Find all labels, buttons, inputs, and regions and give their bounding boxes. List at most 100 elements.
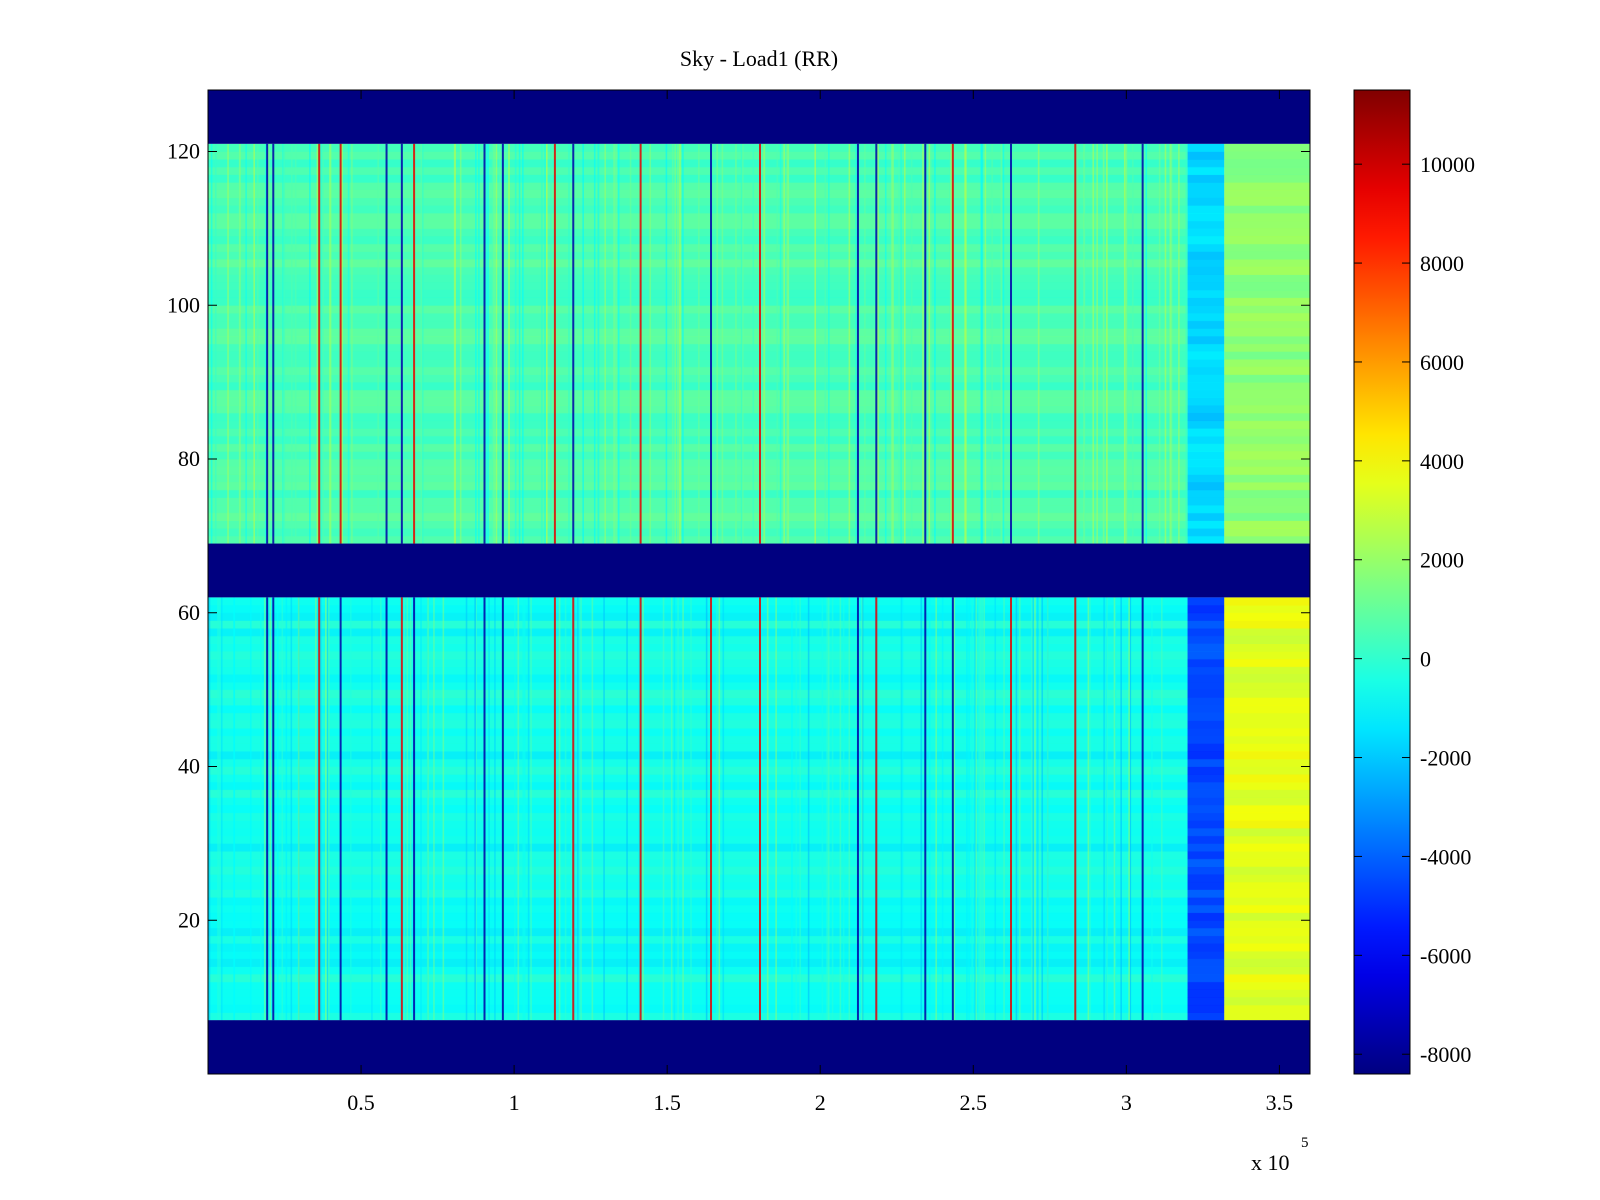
heatmap-streak bbox=[215, 144, 217, 544]
heatmap-streak bbox=[877, 144, 879, 544]
heatmap-streak bbox=[615, 144, 617, 544]
heatmap-streak bbox=[377, 144, 379, 544]
heatmap-row-cell bbox=[208, 382, 1188, 390]
heatmap-row-cell bbox=[1224, 982, 1310, 990]
heatmap-streak bbox=[783, 144, 785, 544]
heatmap-spike bbox=[1010, 597, 1012, 1020]
heatmap-row-cell bbox=[1224, 713, 1310, 721]
heatmap-streak bbox=[930, 144, 932, 544]
heatmap-streak bbox=[849, 597, 851, 1020]
heatmap-streak bbox=[217, 597, 219, 1020]
heatmap-streak bbox=[722, 144, 724, 544]
heatmap-row-cell bbox=[1188, 1013, 1225, 1021]
heatmap-row-cell bbox=[1224, 874, 1310, 882]
heatmap-row-cell bbox=[1224, 251, 1310, 259]
heatmap-row-cell bbox=[1224, 290, 1310, 298]
heatmap-streak bbox=[904, 144, 906, 544]
heatmap-streak bbox=[855, 144, 857, 544]
heatmap-row-cell bbox=[1224, 536, 1310, 544]
heatmap-row-cell bbox=[208, 198, 1188, 206]
heatmap-streak bbox=[965, 144, 967, 544]
heatmap-row-cell bbox=[1224, 528, 1310, 536]
heatmap-streak bbox=[1003, 597, 1005, 1020]
heatmap-streak bbox=[1089, 597, 1091, 1020]
heatmap-row-cell bbox=[1188, 374, 1225, 382]
heatmap-streak bbox=[934, 144, 936, 544]
heatmap-row-cell bbox=[1224, 482, 1310, 490]
colorbar-tick-label: 2000 bbox=[1420, 548, 1464, 573]
heatmap-row-cell bbox=[208, 336, 1188, 344]
heatmap-row-cell bbox=[1224, 144, 1310, 152]
heatmap-row-cell bbox=[1224, 966, 1310, 974]
heatmap-row-cell bbox=[208, 344, 1188, 352]
heatmap-streak bbox=[211, 144, 213, 544]
colorbar-tick-label: -8000 bbox=[1420, 1042, 1471, 1067]
heatmap-row-cell bbox=[1224, 882, 1310, 890]
heatmap-streak bbox=[663, 597, 665, 1020]
x-tick-label: 0.5 bbox=[347, 1090, 375, 1115]
heatmap-spike bbox=[875, 597, 877, 1020]
heatmap-row-cell bbox=[1224, 236, 1310, 244]
heatmap-row-cell bbox=[208, 328, 1188, 336]
heatmap-streak bbox=[221, 597, 223, 1020]
heatmap-row-cell bbox=[1188, 413, 1225, 421]
heatmap-streak bbox=[380, 597, 382, 1020]
heatmap-streak bbox=[974, 597, 976, 1020]
heatmap-streak bbox=[433, 597, 435, 1020]
heatmap-row-cell bbox=[208, 459, 1188, 467]
heatmap-streak bbox=[348, 144, 350, 544]
heatmap-streak bbox=[776, 144, 778, 544]
heatmap-row-cell bbox=[208, 251, 1188, 259]
heatmap-streak bbox=[460, 144, 462, 544]
heatmap-row-cell bbox=[208, 421, 1188, 429]
heatmap-row-cell bbox=[1188, 620, 1225, 628]
heatmap-spike bbox=[502, 597, 504, 1020]
heatmap-row-cell bbox=[1188, 951, 1225, 959]
heatmap-row-cell bbox=[1224, 959, 1310, 967]
heatmap-row-cell bbox=[1188, 936, 1225, 944]
heatmap-row-cell bbox=[1224, 282, 1310, 290]
heatmap-streak bbox=[843, 597, 845, 1020]
heatmap-streak bbox=[1039, 597, 1041, 1020]
heatmap-row-cell bbox=[208, 505, 1188, 513]
heatmap-spike bbox=[1010, 144, 1012, 544]
heatmap-streak bbox=[454, 144, 456, 544]
heatmap-spike bbox=[952, 144, 954, 544]
heatmap-streak bbox=[1159, 144, 1161, 544]
heatmap-row-cell bbox=[1224, 805, 1310, 813]
heatmap-streak bbox=[716, 597, 718, 1020]
heatmap-streak bbox=[613, 144, 615, 544]
heatmap-row-cell bbox=[1188, 913, 1225, 921]
heatmap-streak bbox=[404, 597, 406, 1020]
heatmap-streak bbox=[822, 597, 824, 1020]
x-tick-label: 1 bbox=[509, 1090, 520, 1115]
colorbar: 1000080006000400020000-2000-4000-6000-80… bbox=[1354, 90, 1475, 1074]
x-tick-label: 2 bbox=[815, 1090, 826, 1115]
heatmap-row-cell bbox=[1188, 644, 1225, 652]
heatmap-row-cell bbox=[208, 497, 1188, 505]
heatmap-row-cell bbox=[1188, 367, 1225, 375]
heatmap-streak bbox=[1178, 144, 1180, 544]
heatmap-row-cell bbox=[1224, 936, 1310, 944]
heatmap-row-cell bbox=[1224, 359, 1310, 367]
heatmap-spike bbox=[710, 597, 712, 1020]
heatmap-row-cell bbox=[1224, 336, 1310, 344]
heatmap-row-cell bbox=[1188, 459, 1225, 467]
heatmap-row-cell bbox=[1224, 989, 1310, 997]
heatmap-row-cell bbox=[208, 321, 1188, 329]
heatmap-row-cell bbox=[1224, 820, 1310, 828]
heatmap-row-cell bbox=[1224, 390, 1310, 398]
heatmap-row-cell bbox=[1224, 659, 1310, 667]
heatmap-row-cell bbox=[1224, 513, 1310, 521]
heatmap-streak bbox=[775, 597, 777, 1020]
heatmap-streak bbox=[522, 144, 524, 544]
heatmap-row-cell bbox=[1224, 905, 1310, 913]
heatmap-streak bbox=[799, 597, 801, 1020]
heatmap-streak bbox=[787, 144, 789, 544]
heatmap-row-cell bbox=[1188, 736, 1225, 744]
heatmap-spike bbox=[710, 144, 712, 544]
heatmap-streak bbox=[862, 597, 864, 1020]
heatmap-row-cell bbox=[1188, 636, 1225, 644]
heatmap-row-cell bbox=[208, 313, 1188, 321]
heatmap-row-cell bbox=[1188, 536, 1225, 544]
